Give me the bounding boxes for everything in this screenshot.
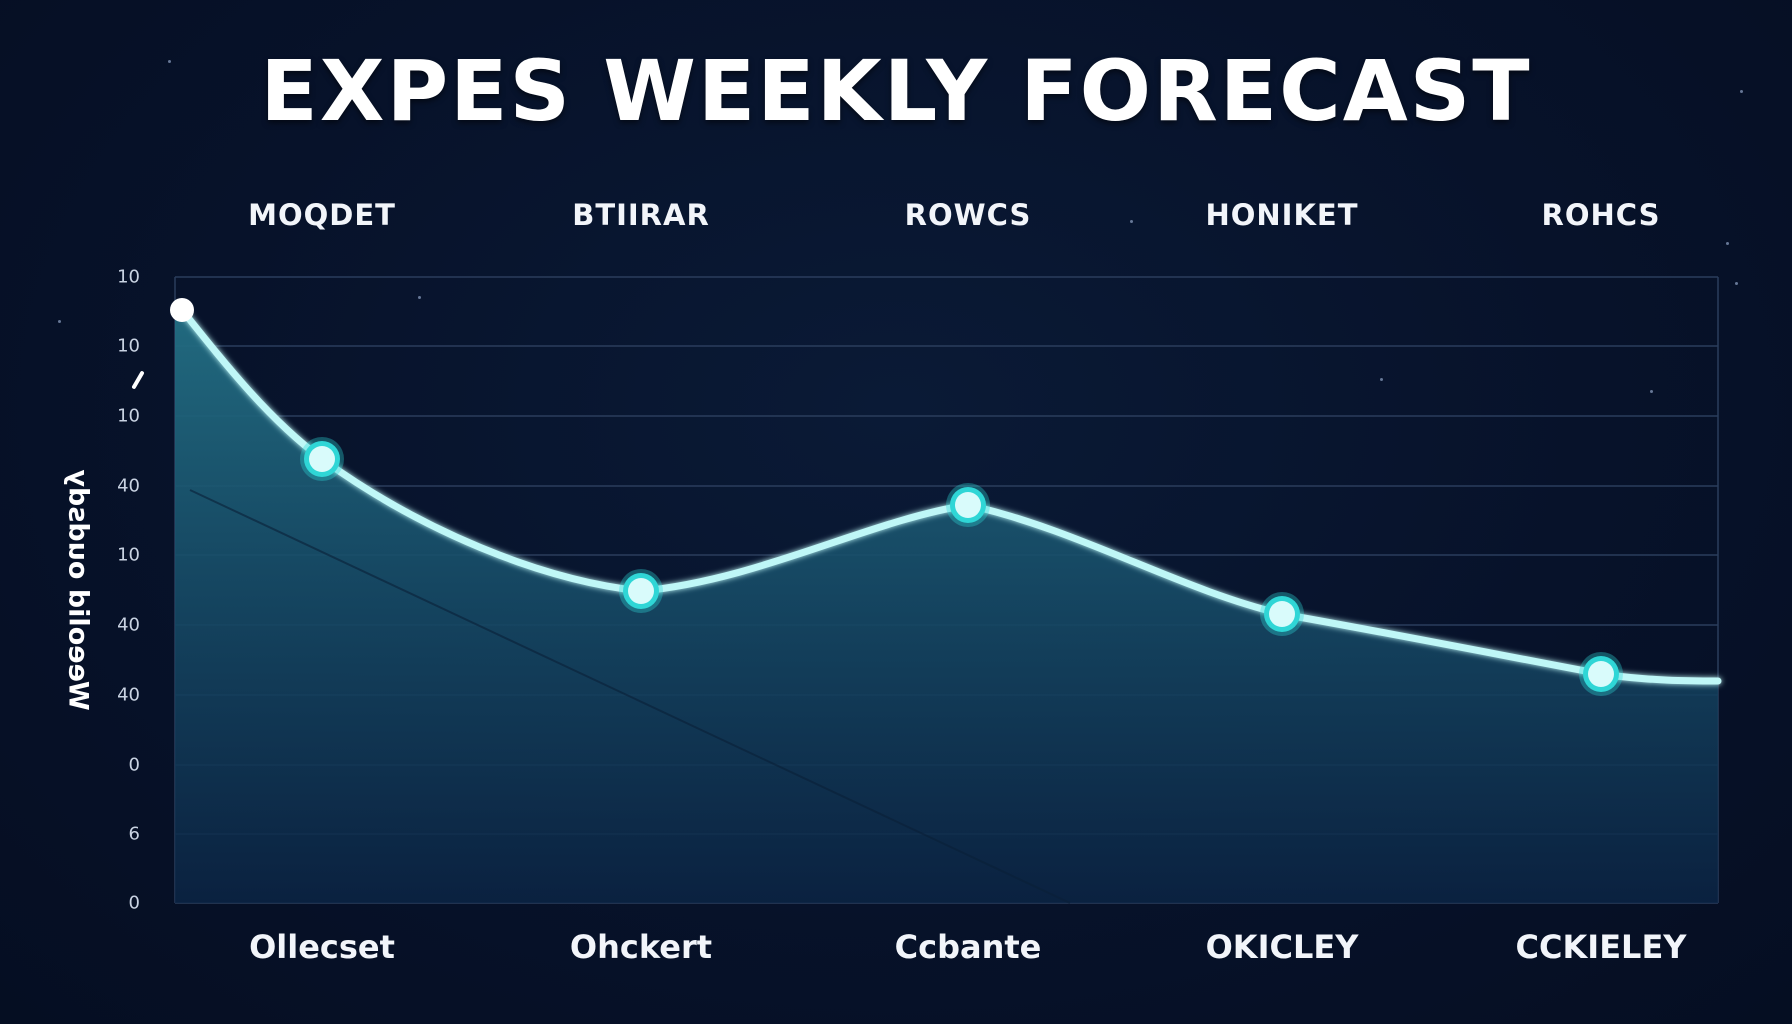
top-category-label: BTIIRAR: [572, 198, 710, 232]
chart-title: EXPES WEEKLY FORECAST: [260, 42, 1532, 140]
diagonal-shadow: [189, 489, 1071, 904]
x-category-label: Ohckert: [569, 928, 713, 966]
top-category-label: ROHCS: [1541, 198, 1661, 232]
y-tick-label: 10: [117, 405, 140, 427]
background-star: [1650, 390, 1653, 393]
x-category-label: OKICLEY: [1205, 928, 1359, 966]
top-category-label: ROWCS: [904, 198, 1032, 232]
y-tick-label: 0: [128, 754, 140, 776]
x-category-label: Ollecset: [249, 928, 395, 966]
data-point-markers: [300, 437, 1623, 696]
area-fill: [175, 310, 1718, 903]
y-tick-label: 0: [128, 892, 140, 914]
x-category-label: CCKIELEY: [1515, 928, 1687, 966]
x-category-label: Ccbante: [894, 928, 1042, 966]
y-tick-label: 40: [117, 684, 140, 706]
y-tick-label: 10: [117, 266, 140, 288]
background-star: [1740, 90, 1743, 93]
background-star: [168, 60, 171, 63]
top-category-label: MOQDET: [248, 198, 396, 232]
y-tick-label: 10: [117, 335, 140, 357]
y-tick-label: 40: [117, 475, 140, 497]
background-star: [1130, 220, 1133, 223]
start-point-marker: [170, 298, 194, 322]
y-tick-label: 6: [128, 823, 140, 845]
background-star: [1380, 378, 1383, 381]
y-tick-label: 10: [117, 544, 140, 566]
background-star: [1726, 242, 1729, 245]
background-star: [58, 320, 61, 323]
top-category-label: HONIKET: [1205, 198, 1359, 232]
y-tick-label: 40: [117, 614, 140, 636]
background-star: [418, 296, 421, 299]
background-star: [1735, 282, 1738, 285]
